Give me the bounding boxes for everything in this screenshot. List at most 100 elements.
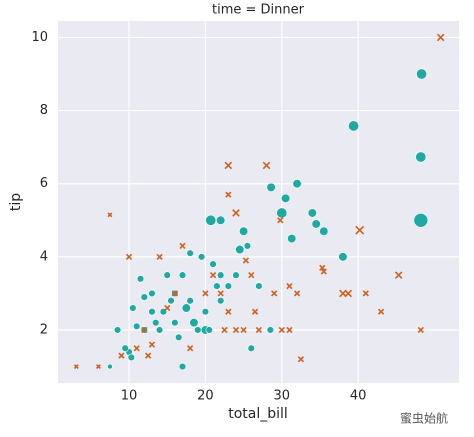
- point: [152, 318, 160, 327]
- point: [232, 326, 240, 334]
- point: [186, 249, 194, 257]
- point: [297, 356, 305, 363]
- point: [140, 293, 149, 301]
- point: [125, 253, 133, 260]
- point: [286, 282, 293, 290]
- point: [319, 226, 329, 236]
- point: [355, 225, 365, 235]
- y-tick-label: 4: [40, 249, 48, 264]
- x-tick-label: 20: [197, 389, 214, 404]
- point: [186, 297, 194, 305]
- point: [394, 271, 403, 279]
- chart-title: time = Dinner: [212, 3, 305, 18]
- x-axis-label: total_bill: [228, 406, 288, 422]
- point: [209, 260, 217, 268]
- point: [377, 308, 385, 315]
- point: [416, 68, 428, 80]
- point: [255, 326, 262, 334]
- point: [232, 209, 240, 217]
- point: [242, 257, 250, 264]
- y-tick-label: 6: [40, 176, 48, 191]
- point: [167, 297, 175, 305]
- point: [107, 212, 113, 218]
- point: [107, 363, 113, 370]
- point: [240, 326, 247, 334]
- point: [225, 308, 232, 315]
- y-tick-label: 10: [31, 30, 48, 45]
- point: [202, 290, 209, 297]
- point: [194, 326, 202, 334]
- point: [189, 318, 199, 328]
- point: [205, 326, 213, 334]
- point: [136, 275, 145, 283]
- point: [286, 326, 293, 334]
- point: [121, 344, 129, 352]
- watermark: 蜜虫始航: [400, 411, 448, 426]
- point: [338, 252, 348, 262]
- point: [262, 161, 271, 170]
- point: [307, 208, 317, 218]
- point: [132, 322, 141, 331]
- point: [266, 326, 275, 334]
- point: [155, 326, 164, 334]
- point: [163, 271, 171, 279]
- x-tick-label: 30: [274, 389, 291, 404]
- point: [221, 326, 228, 334]
- point: [255, 282, 263, 290]
- point: [127, 353, 136, 362]
- point: [319, 264, 326, 271]
- point: [96, 364, 101, 369]
- point: [243, 242, 252, 250]
- y-tick-label: 2: [40, 322, 48, 337]
- point: [118, 352, 125, 359]
- point: [216, 271, 225, 279]
- x-tick-label: 40: [350, 389, 367, 404]
- point: [201, 307, 210, 316]
- point: [148, 341, 156, 348]
- point: [141, 326, 148, 334]
- point: [247, 344, 255, 352]
- point: [148, 289, 156, 298]
- point: [181, 303, 191, 313]
- point: [213, 282, 221, 290]
- point: [178, 271, 187, 279]
- point: [239, 226, 249, 236]
- point: [197, 253, 206, 261]
- point: [276, 207, 288, 219]
- point: [436, 33, 445, 42]
- point: [217, 290, 224, 297]
- point: [235, 244, 245, 255]
- point: [209, 272, 217, 279]
- point: [251, 308, 259, 315]
- point: [129, 304, 137, 312]
- point: [413, 212, 429, 228]
- plot-area: [58, 21, 459, 383]
- point: [225, 191, 232, 198]
- point: [311, 219, 321, 229]
- point: [287, 233, 297, 244]
- point: [205, 214, 217, 226]
- point: [344, 289, 353, 298]
- y-tick-label: 8: [40, 103, 48, 118]
- point: [278, 326, 285, 334]
- x-tick-label: 10: [121, 389, 138, 404]
- point: [362, 290, 369, 297]
- point: [171, 318, 179, 327]
- point: [232, 271, 240, 279]
- point: [133, 345, 140, 352]
- point: [292, 179, 302, 189]
- point: [271, 290, 278, 297]
- point: [224, 282, 233, 290]
- point: [145, 352, 152, 359]
- point: [320, 268, 327, 275]
- point: [73, 364, 79, 369]
- point: [415, 151, 427, 163]
- point: [224, 161, 233, 170]
- point: [187, 345, 194, 352]
- point: [248, 272, 255, 279]
- y-axis-label: tip: [8, 193, 24, 211]
- point: [156, 253, 163, 260]
- point: [178, 362, 187, 371]
- point: [417, 326, 424, 334]
